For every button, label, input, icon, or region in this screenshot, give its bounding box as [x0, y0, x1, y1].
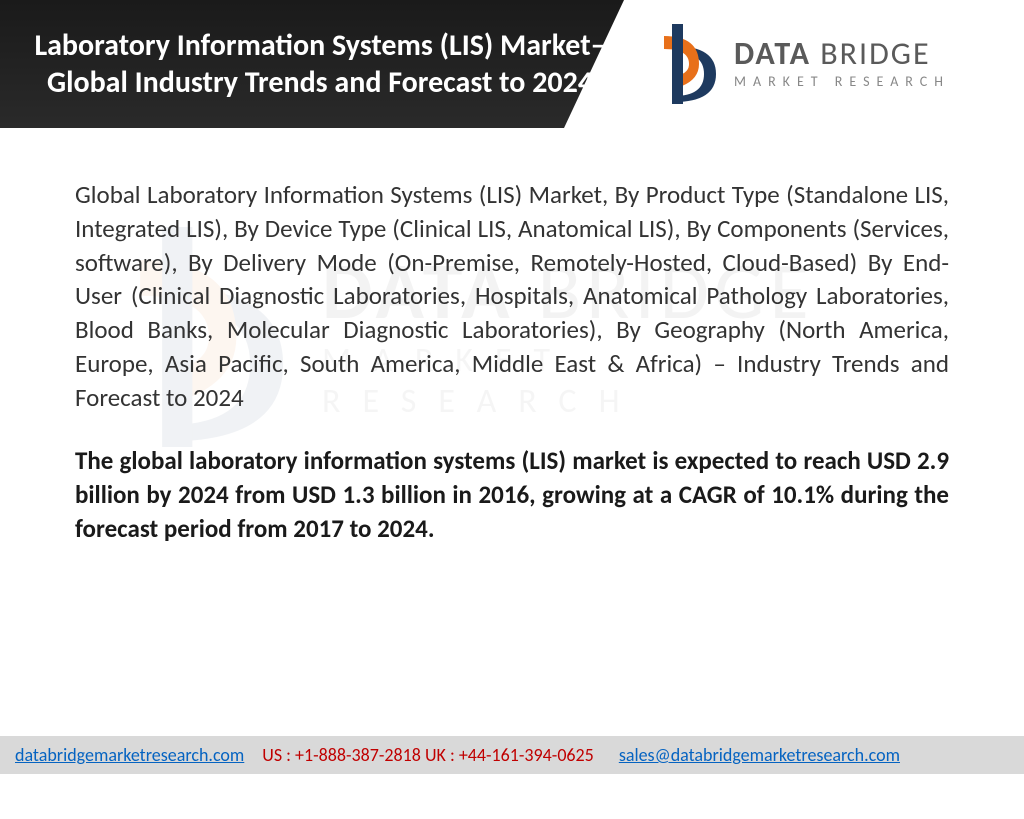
footer-website-link[interactable]: databridgemarketresearch.com — [15, 744, 244, 766]
footer-bar: databridgemarketresearch.com US : +1-888… — [0, 736, 1024, 774]
logo-text: DATA BRIDGE MARKET RESEARCH — [734, 38, 950, 90]
databridge-logo-icon — [654, 24, 719, 104]
logo-area: DATA BRIDGE MARKET RESEARCH — [624, 0, 1024, 128]
footer-phone-numbers: US : +1-888-387-2818 UK : +44-161-394-06… — [262, 744, 594, 766]
content-area: DATA BRIDGE MARKET RESEARCH Global Labor… — [0, 128, 1024, 546]
page-title: Laboratory Information Systems (LIS) Mar… — [0, 27, 625, 102]
logo-subtitle: MARKET RESEARCH — [734, 73, 950, 90]
logo-name: DATA BRIDGE — [734, 38, 950, 70]
footer-email-link[interactable]: sales@databridgemarketresearch.com — [619, 744, 900, 766]
header-bar: Laboratory Information Systems (LIS) Mar… — [0, 0, 1024, 128]
forecast-paragraph: The global laboratory information system… — [75, 444, 949, 545]
description-paragraph: Global Laboratory Information Systems (L… — [75, 178, 949, 414]
